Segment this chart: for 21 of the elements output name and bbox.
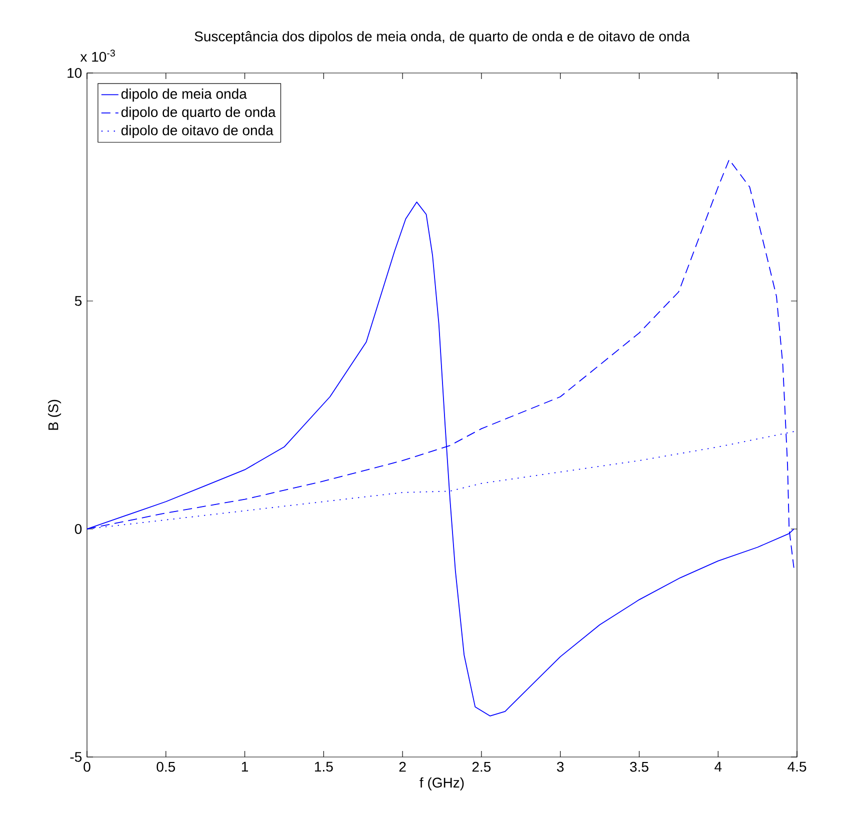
text: x 10$^{-3}$ [80, 50, 115, 62]
y-tick-label: 10 [68, 68, 82, 78]
x-tick-label: 1 [242, 762, 248, 772]
y-tick-label: 0 [74, 524, 82, 534]
legend-label: dipolo de quarto de onda [121, 106, 276, 120]
x-tick-label: 4.5 [788, 762, 806, 772]
legend-label: dipolo de meia onda [121, 88, 247, 102]
legend-label: dipolo de oitavo de onda [121, 125, 274, 138]
y-axis-title: B (S) [48, 400, 62, 430]
chart-title: Susceptância dos dipolos de meia onda, de quarto de onda e de oitavo de onda [194, 31, 690, 44]
x-tick-label: 3 [556, 762, 564, 772]
x-tick-label: 2.5 [472, 762, 491, 772]
y-tick-label: 5 [74, 296, 82, 306]
x-tick-label: 0.5 [156, 762, 176, 772]
x-tick-label: 3.5 [630, 762, 648, 772]
x-tick-label: 2 [399, 762, 406, 772]
x-tick-label: 0 [84, 762, 90, 772]
y-tick-label: -5 [70, 752, 82, 762]
x-tick-label: 1.5 [315, 762, 333, 772]
x-tick-label: 4 [714, 762, 722, 772]
x-axis-title: f (GHz) [420, 777, 464, 790]
